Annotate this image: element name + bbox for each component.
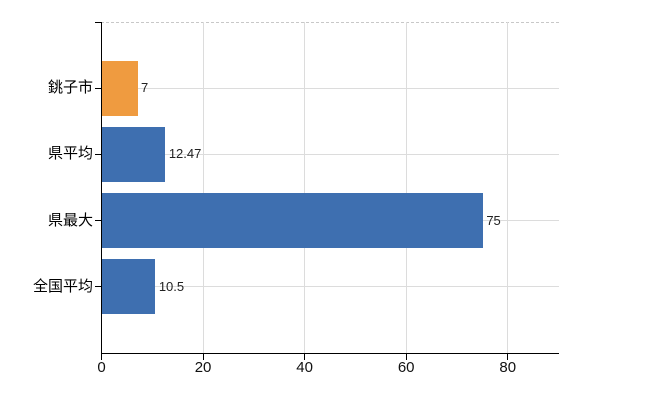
y-axis-tick bbox=[95, 22, 101, 23]
value-label: 12.47 bbox=[168, 146, 202, 162]
bar bbox=[102, 259, 156, 315]
v-gridline bbox=[405, 22, 407, 353]
category-label: 県最大 bbox=[47, 211, 93, 229]
y-axis-tick bbox=[95, 87, 101, 89]
x-axis-line bbox=[101, 353, 559, 354]
category-label: 銚子市 bbox=[47, 79, 93, 97]
x-axis-tick bbox=[405, 354, 407, 360]
bar bbox=[102, 193, 483, 249]
plot-top-border bbox=[101, 22, 559, 23]
value-label: 75 bbox=[486, 212, 501, 228]
bar bbox=[102, 126, 166, 182]
y-axis-tick bbox=[95, 153, 101, 155]
v-gridline bbox=[507, 22, 509, 353]
x-tick-label: 80 bbox=[499, 359, 517, 376]
x-tick-label: 0 bbox=[97, 359, 106, 376]
y-axis-line bbox=[101, 22, 102, 354]
bar bbox=[102, 60, 138, 116]
value-label: 10.5 bbox=[158, 278, 185, 294]
category-label: 県平均 bbox=[47, 145, 93, 163]
v-gridline bbox=[304, 22, 306, 353]
x-tick-label: 40 bbox=[296, 359, 313, 376]
h-gridline bbox=[102, 286, 559, 288]
x-axis-tick bbox=[202, 354, 204, 360]
x-axis-tick bbox=[507, 354, 509, 360]
x-axis-tick bbox=[304, 354, 306, 360]
category-label: 全国平均 bbox=[32, 277, 93, 295]
x-tick-label: 20 bbox=[194, 359, 212, 376]
x-axis-tick bbox=[101, 354, 102, 360]
x-tick-label: 60 bbox=[397, 359, 415, 376]
value-label: 7 bbox=[141, 80, 149, 96]
h-gridline bbox=[102, 153, 559, 155]
h-gridline bbox=[102, 87, 559, 89]
v-gridline bbox=[202, 22, 204, 353]
y-axis-tick bbox=[95, 286, 101, 288]
y-axis-tick bbox=[95, 220, 101, 222]
